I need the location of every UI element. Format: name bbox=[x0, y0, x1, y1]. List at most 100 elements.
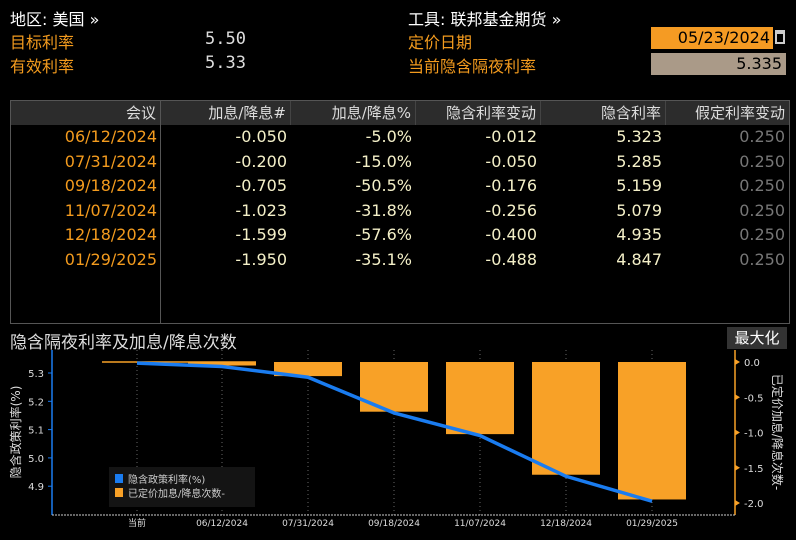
table-cell: 0.250 bbox=[739, 200, 785, 220]
col-implied-rate[interactable]: 隐含利率 bbox=[541, 101, 666, 125]
table-cell: 5.323 bbox=[616, 127, 662, 146]
right-tick bbox=[735, 429, 740, 436]
table-cell: 5.159 bbox=[616, 176, 662, 195]
table-cell: 07/31/2024 bbox=[64, 151, 157, 171]
instrument-selector[interactable]: 工具: 联邦基金期货 » bbox=[408, 10, 562, 29]
table-cell: -57.6% bbox=[355, 225, 412, 244]
table-cell: -0.012 bbox=[485, 127, 537, 146]
pricing-date-label: 定价日期 bbox=[408, 33, 473, 52]
col-assumed-change[interactable]: 假定利率变动 bbox=[694, 104, 785, 122]
left-axis-label: 隐含政策利率(%) bbox=[8, 386, 23, 479]
bar bbox=[446, 362, 514, 435]
chart-title: 隐含隔夜利率及加息/降息次数 bbox=[10, 333, 237, 353]
table-cell: 12/18/2024 bbox=[64, 225, 157, 244]
x-tick-label: 07/31/2024 bbox=[282, 519, 334, 529]
target-rate-value: 5.50 bbox=[205, 29, 246, 49]
table-row[interactable]: 11/07/2024 -1.023 -31.8% -0.256 5.079 0.250 bbox=[11, 199, 789, 223]
legend-swatch-line bbox=[115, 474, 123, 483]
right-axis-label: 已定价加息/降息次数- bbox=[770, 374, 785, 490]
col-hikes-count[interactable]: 加息/降息# bbox=[161, 101, 291, 125]
bar bbox=[618, 362, 686, 500]
left-tick-label: 4.9 bbox=[28, 482, 44, 493]
right-tick bbox=[735, 464, 740, 471]
table-cell: -0.050 bbox=[485, 151, 537, 171]
table-cell: 0.250 bbox=[739, 249, 785, 269]
implied-rate-label: 当前隐含隔夜利率 bbox=[408, 57, 537, 76]
x-tick-label: 12/18/2024 bbox=[540, 519, 592, 529]
table-cell: -0.488 bbox=[485, 249, 537, 269]
table-cell: 5.079 bbox=[616, 200, 662, 220]
left-tick-label: 5.3 bbox=[28, 369, 44, 380]
implied-rate-line bbox=[136, 361, 653, 503]
table-cell: 4.847 bbox=[616, 249, 662, 269]
x-tick-label: 01/29/2025 bbox=[626, 519, 678, 529]
right-tick-label: -0.5 bbox=[744, 393, 764, 404]
table-header: 会议 加息/降息# 加息/降息% 隐含利率变动 隐含利率 假定利率变动 bbox=[11, 101, 789, 125]
table-cell: 11/07/2024 bbox=[64, 200, 157, 220]
right-tick-label: -2.0 bbox=[744, 499, 764, 510]
table-cell: -0.176 bbox=[485, 176, 537, 195]
right-tick bbox=[735, 359, 740, 365]
implied-rate-field[interactable]: 5.335 bbox=[651, 53, 786, 75]
legend-label-bar: 已定价加息/降息次数- bbox=[128, 487, 225, 500]
table-cell: -0.400 bbox=[485, 225, 537, 244]
x-tick-label: 当前 bbox=[128, 517, 146, 529]
legend-swatch-bar bbox=[115, 488, 123, 497]
table-cell: -0.200 bbox=[235, 151, 287, 171]
left-tick-label: 5.2 bbox=[28, 397, 44, 408]
table-cell: 0.250 bbox=[739, 176, 785, 195]
effective-rate-value: 5.33 bbox=[205, 53, 246, 73]
region-selector[interactable]: 地区: 美国 » bbox=[10, 10, 100, 29]
left-tick-label: 5.1 bbox=[28, 426, 44, 437]
table-cell: -35.1% bbox=[355, 249, 412, 269]
table-cell: 0.250 bbox=[739, 225, 785, 244]
table-row[interactable]: 12/18/2024 -1.599 -57.6% -0.400 4.935 0.250 bbox=[11, 223, 789, 247]
table-cell: 4.935 bbox=[616, 225, 662, 244]
column-divider bbox=[160, 101, 161, 323]
table-row[interactable]: 09/18/2024 -0.705 -50.5% -0.176 5.159 0.250 bbox=[11, 174, 789, 198]
table-cell: 01/29/2025 bbox=[64, 249, 157, 269]
table-cell: -31.8% bbox=[355, 200, 412, 220]
col-hikes-pct[interactable]: 加息/降息% bbox=[291, 101, 416, 125]
right-tick bbox=[735, 394, 740, 401]
rate-chart: 5.3 5.2 5.1 5.0 4.9 0.0 -0.5 -1.0 -1.5 -2.0 当前 06/1… bbox=[8, 350, 785, 529]
col-meeting[interactable]: 会议 bbox=[11, 101, 161, 125]
table-cell: -1.023 bbox=[235, 200, 287, 220]
pricing-date-input[interactable]: 05/23/2024 bbox=[651, 27, 773, 49]
table-row[interactable]: 01/29/2025 -1.950 -35.1% -0.488 4.847 0.250 bbox=[11, 248, 789, 272]
right-tick-label: 0.0 bbox=[744, 358, 760, 369]
bar bbox=[532, 362, 600, 475]
table-cell: -50.5% bbox=[355, 176, 412, 195]
x-tick-label: 11/07/2024 bbox=[454, 519, 506, 529]
table-row[interactable]: 06/12/2024 -0.050 -5.0% -0.012 5.323 0.250 bbox=[11, 125, 789, 149]
table-cell: -5.0% bbox=[365, 127, 412, 146]
table-cell: -1.950 bbox=[235, 249, 287, 269]
table-cell: 5.285 bbox=[616, 151, 662, 171]
table-cell: 09/18/2024 bbox=[64, 176, 157, 195]
target-rate-label: 目标利率 bbox=[10, 33, 75, 52]
left-tick-label: 5.0 bbox=[28, 454, 44, 465]
effective-rate-label: 有效利率 bbox=[10, 57, 75, 76]
table-cell: -0.705 bbox=[235, 176, 287, 195]
table-cell: -0.256 bbox=[485, 200, 537, 220]
right-tick-label: -1.5 bbox=[744, 464, 764, 475]
table-cell: -15.0% bbox=[355, 151, 412, 171]
col-implied-change[interactable]: 隐含利率变动 bbox=[416, 101, 541, 125]
right-tick bbox=[735, 500, 740, 506]
table-cell: 0.250 bbox=[739, 151, 785, 171]
table-cell: -0.050 bbox=[235, 127, 287, 146]
legend bbox=[109, 467, 255, 507]
right-tick-label: -1.0 bbox=[744, 429, 764, 440]
legend-label-line: 隐含政策利率(%) bbox=[128, 473, 205, 486]
table-row[interactable]: 07/31/2024 -0.200 -15.0% -0.050 5.285 0.250 bbox=[11, 150, 789, 174]
table-cell: 06/12/2024 bbox=[64, 127, 157, 146]
meetings-table: 会议 加息/降息# 加息/降息% 隐含利率变动 隐含利率 假定利率变动 06/1… bbox=[10, 100, 790, 324]
bar bbox=[188, 362, 256, 366]
table-cell: -1.599 bbox=[235, 225, 287, 244]
x-tick-label: 09/18/2024 bbox=[368, 519, 420, 529]
table-cell: 0.250 bbox=[739, 127, 785, 146]
maximize-button[interactable]: 最大化 bbox=[727, 327, 787, 349]
x-tick-label: 06/12/2024 bbox=[196, 519, 248, 529]
bar bbox=[274, 362, 342, 377]
calendar-icon[interactable] bbox=[775, 30, 785, 44]
